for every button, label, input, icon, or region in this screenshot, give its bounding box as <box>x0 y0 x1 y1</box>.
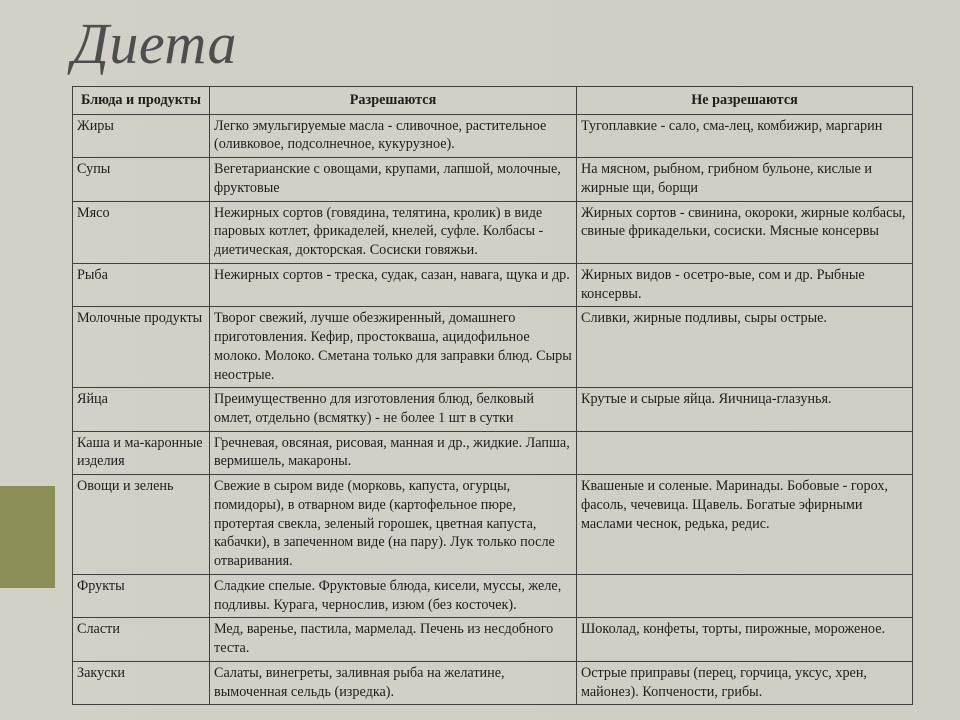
diet-table-wrap: Блюда и продукты Разрешаются Не разрешаю… <box>72 86 912 705</box>
table-header-row: Блюда и продукты Разрешаются Не разрешаю… <box>73 87 913 115</box>
cell-disallowed: Острые приправы (перец, горчица, уксус, … <box>577 661 913 704</box>
table-row: ЯйцаПреимущественно для изготовления блю… <box>73 388 913 431</box>
cell-category: Сласти <box>73 618 210 661</box>
col-header-allowed: Разрешаются <box>210 87 577 115</box>
cell-allowed: Вегетарианские с овощами, крупами, лапшо… <box>210 158 577 201</box>
cell-allowed: Нежирных сортов - треска, судак, сазан, … <box>210 263 577 306</box>
cell-disallowed: Жирных видов - осетро-вые, сом и др. Рыб… <box>577 263 913 306</box>
cell-disallowed: На мясном, рыбном, грибном бульоне, кисл… <box>577 158 913 201</box>
table-row: ЖирыЛегко эмульгируемые масла - сливочно… <box>73 114 913 157</box>
cell-disallowed: Тугоплавкие - сало, сма-лец, комбижир, м… <box>577 114 913 157</box>
cell-disallowed: Сливки, жирные подливы, сыры острые. <box>577 307 913 388</box>
cell-allowed: Нежирных сортов (говядина, телятина, кро… <box>210 201 577 263</box>
cell-category: Яйца <box>73 388 210 431</box>
accent-block <box>0 486 55 588</box>
cell-disallowed <box>577 431 913 474</box>
table-row: ФруктыСладкие спелые. Фруктовые блюда, к… <box>73 574 913 617</box>
cell-category: Каша и ма-каронные изделия <box>73 431 210 474</box>
table-body: ЖирыЛегко эмульгируемые масла - сливочно… <box>73 114 913 705</box>
cell-allowed: Сладкие спелые. Фруктовые блюда, кисели,… <box>210 574 577 617</box>
cell-disallowed <box>577 574 913 617</box>
table-row: РыбаНежирных сортов - треска, судак, саз… <box>73 263 913 306</box>
cell-allowed: Салаты, винегреты, заливная рыба на жела… <box>210 661 577 704</box>
slide: Диета Блюда и продукты Разрешаются Не ра… <box>0 0 960 720</box>
page-title: Диета <box>72 10 237 77</box>
cell-allowed: Свежие в сыром виде (морковь, капуста, о… <box>210 475 577 575</box>
table-row: СупыВегетарианские с овощами, крупами, л… <box>73 158 913 201</box>
col-header-category: Блюда и продукты <box>73 87 210 115</box>
cell-category: Закуски <box>73 661 210 704</box>
cell-disallowed: Квашеные и соленые. Маринады. Бобовые - … <box>577 475 913 575</box>
cell-allowed: Творог свежий, лучше обезжиренный, домаш… <box>210 307 577 388</box>
table-row: Молочные продуктыТворог свежий, лучше об… <box>73 307 913 388</box>
cell-allowed: Гречневая, овсяная, рисовая, манная и др… <box>210 431 577 474</box>
cell-category: Мясо <box>73 201 210 263</box>
cell-category: Жиры <box>73 114 210 157</box>
cell-allowed: Мед, варенье, пастила, мармелад. Печень … <box>210 618 577 661</box>
cell-category: Фрукты <box>73 574 210 617</box>
cell-category: Молочные продукты <box>73 307 210 388</box>
cell-category: Овощи и зелень <box>73 475 210 575</box>
cell-category: Рыба <box>73 263 210 306</box>
cell-allowed: Легко эмульгируемые масла - сливочное, р… <box>210 114 577 157</box>
col-header-disallowed: Не разрешаются <box>577 87 913 115</box>
table-row: МясоНежирных сортов (говядина, телятина,… <box>73 201 913 263</box>
cell-allowed: Преимущественно для изготовления блюд, б… <box>210 388 577 431</box>
cell-category: Супы <box>73 158 210 201</box>
table-row: ЗакускиСалаты, винегреты, заливная рыба … <box>73 661 913 704</box>
cell-disallowed: Крутые и сырые яйца. Яичница-глазунья. <box>577 388 913 431</box>
cell-disallowed: Шоколад, конфеты, торты, пирожные, морож… <box>577 618 913 661</box>
table-row: СластиМед, варенье, пастила, мармелад. П… <box>73 618 913 661</box>
diet-table: Блюда и продукты Разрешаются Не разрешаю… <box>72 86 913 705</box>
table-row: Каша и ма-каронные изделияГречневая, овс… <box>73 431 913 474</box>
table-row: Овощи и зеленьСвежие в сыром виде (морко… <box>73 475 913 575</box>
cell-disallowed: Жирных сортов - свинина, окороки, жирные… <box>577 201 913 263</box>
